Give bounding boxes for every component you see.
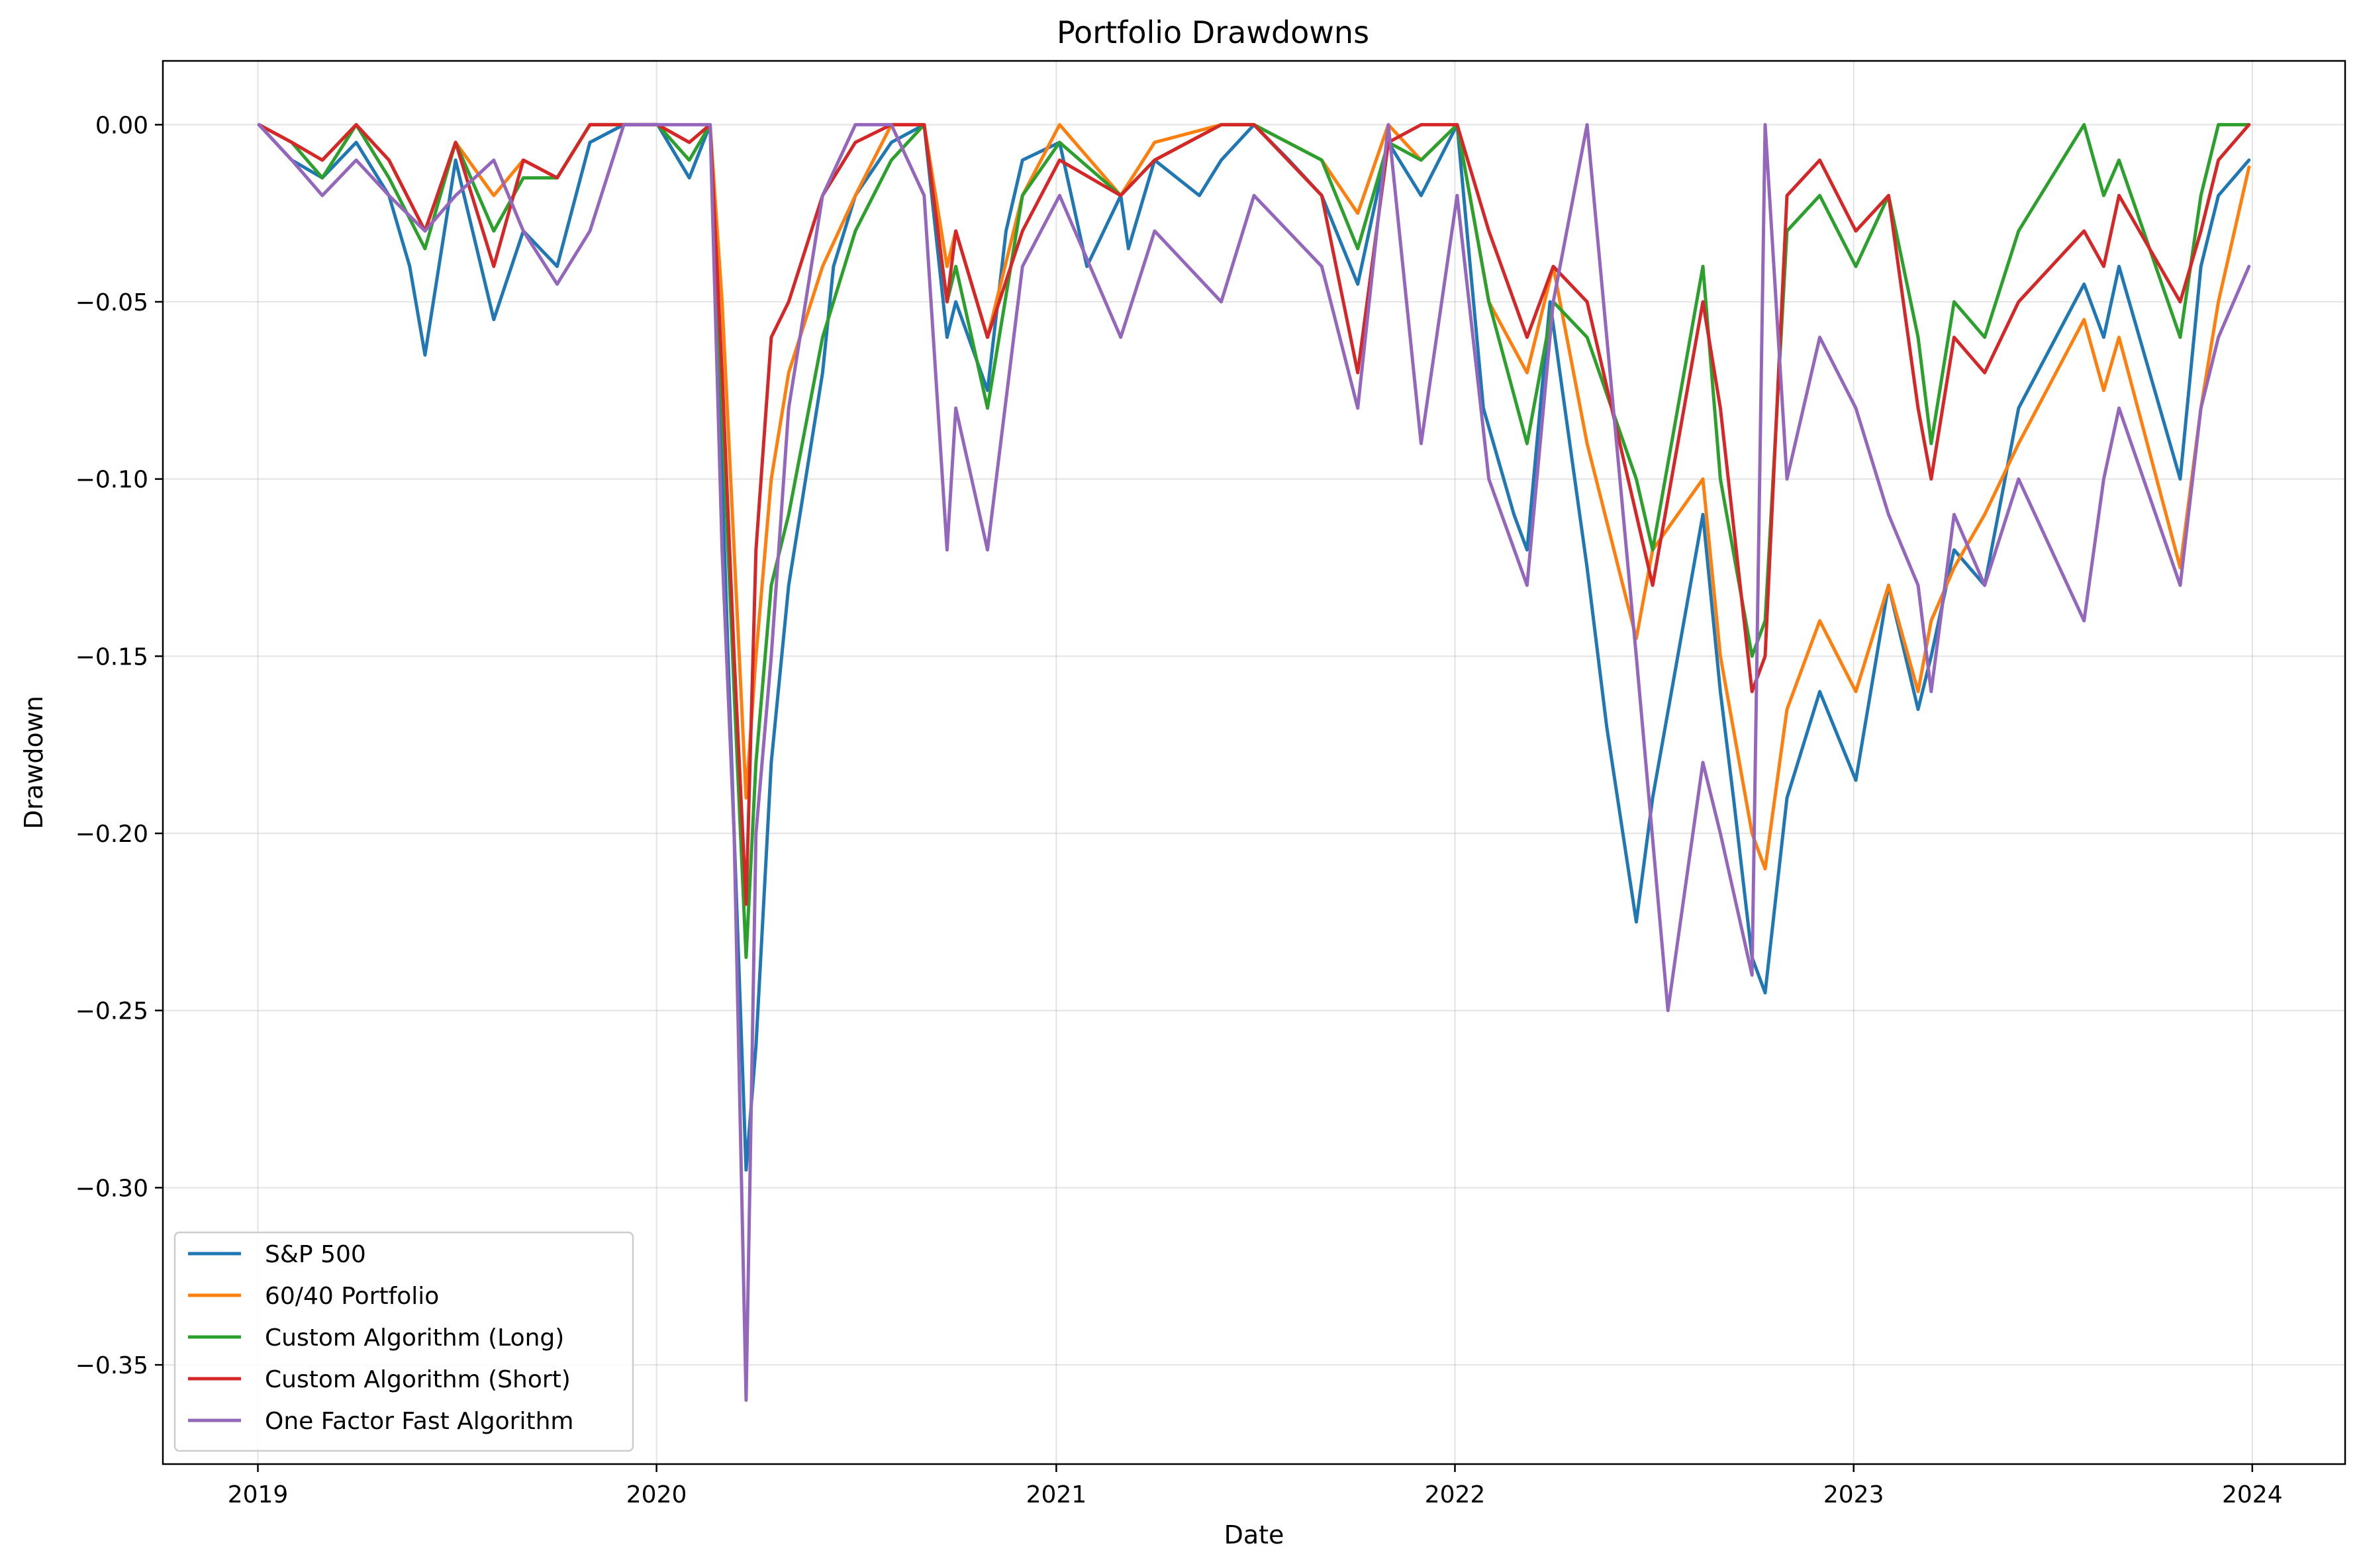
x-tick-label: 2021 [1026, 1481, 1087, 1508]
legend-label: One Factor Fast Algorithm [265, 1408, 573, 1435]
x-tick-label: 2022 [1425, 1481, 1486, 1508]
y-tick-label: −0.35 [75, 1352, 148, 1379]
y-tick-label: 0.00 [95, 112, 148, 139]
plot-area-frame [162, 60, 2346, 1465]
x-axis-label: Date [1224, 1520, 1284, 1549]
y-tick-label: −0.10 [75, 467, 148, 494]
x-tick-label: 2019 [228, 1481, 289, 1508]
series-lines [257, 122, 2251, 1403]
legend-label: Custom Algorithm (Long) [265, 1324, 564, 1352]
x-tick-label: 2023 [1823, 1481, 1884, 1508]
x-tick-label: 2020 [626, 1481, 687, 1508]
legend-frame [173, 1231, 634, 1452]
grid-lines [163, 61, 2345, 1464]
y-tick-label: −0.05 [75, 289, 148, 316]
y-tick-label: −0.20 [75, 821, 148, 848]
series-line-custom-algorithm-short [257, 122, 2251, 906]
y-axis-ticks: 0.00 −0.05 −0.10 −0.15 −0.20 −0.25 −0.30 −0.35 [75, 112, 163, 1379]
x-axis-ticks: 2019 2020 2021 2022 2023 2024 [228, 1464, 2283, 1508]
y-axis-label: Drawdown [19, 696, 48, 829]
legend: S&P 500 60/40 Portfolio Custom Algorithm (… [173, 1231, 634, 1452]
y-tick-label: −0.25 [75, 998, 148, 1025]
y-tick-label: −0.30 [75, 1175, 148, 1202]
x-tick-label: 2024 [2222, 1481, 2283, 1508]
legend-label: 60/40 Portfolio [265, 1283, 439, 1310]
legend-label: S&P 500 [265, 1241, 366, 1268]
y-tick-label: −0.15 [75, 643, 148, 670]
legend-label: Custom Algorithm (Short) [265, 1366, 571, 1393]
series-line-one-factor-fast-algorithm [257, 122, 2251, 1403]
legend-items: S&P 500 60/40 Portfolio Custom Algorithm (… [188, 1241, 573, 1435]
chart-title: Portfolio Drawdowns [1057, 15, 1369, 50]
